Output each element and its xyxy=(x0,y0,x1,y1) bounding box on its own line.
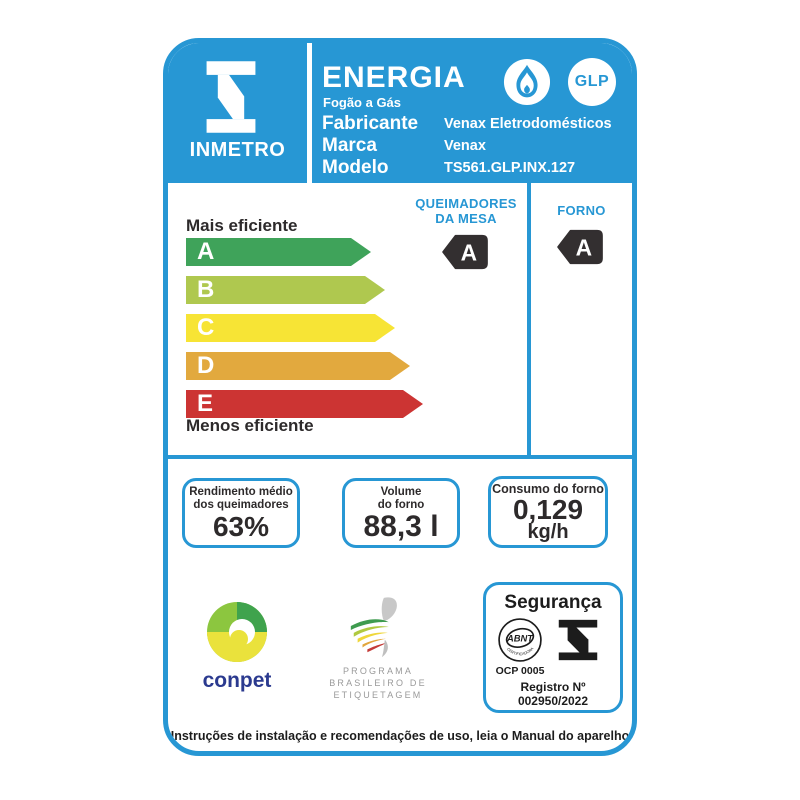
field-value-modelo: TS561.GLP.INX.127 xyxy=(444,160,576,176)
stat-label: do forno xyxy=(377,499,425,511)
burners-column-title: QUEIMADORES DA MESA xyxy=(401,196,531,226)
grade-letter: B xyxy=(197,276,215,303)
stat-burners-efficiency: Rendimento médio dos queimadores 63% xyxy=(182,478,300,548)
efficiency-section: Mais eficiente A B C D E Menos eficiente… xyxy=(168,183,632,455)
grade-arrow-e: E xyxy=(186,390,423,418)
label-subtitle: Fogão a Gás xyxy=(323,95,402,110)
header-main: ENERGIA Fogão a Gás GLP Fabricante Venax… xyxy=(312,43,632,183)
burners-title-line1: QUEIMADORES xyxy=(415,196,517,211)
field-row: Marca Venax xyxy=(322,135,627,157)
section-divider xyxy=(168,455,632,459)
stat-label: Rendimento médio xyxy=(189,486,293,498)
field-label-fabricante: Fabricante xyxy=(322,113,419,134)
conpet-logo-icon xyxy=(207,602,267,662)
stat-label: Consumo do forno xyxy=(492,482,604,496)
inmetro-block: INMETRO xyxy=(168,43,307,183)
field-label-marca: Marca xyxy=(322,135,377,156)
field-row: Modelo TS561.GLP.INX.127 xyxy=(322,157,627,179)
abnt-seal-icon: ABNT CERTIFICADORA xyxy=(498,618,542,662)
stat-oven-volume: Volume do forno 88,3 l xyxy=(342,478,460,548)
label-header: INMETRO ENERGIA Fogão a Gás GLP Fabrican… xyxy=(168,43,632,183)
oven-column-title: FORNO xyxy=(535,203,628,218)
grade-letter: D xyxy=(197,352,215,379)
safety-title: Segurança xyxy=(504,592,602,613)
field-value-fabricante: Venax Eletrodomésticos xyxy=(444,116,612,132)
energy-efficiency-label: INMETRO ENERGIA Fogão a Gás GLP Fabrican… xyxy=(163,38,637,756)
safety-box: Segurança ABNT CERTIFICADORA OCP 0005 Re… xyxy=(483,582,623,713)
burners-grade-letter: A xyxy=(461,240,477,266)
stat-value: 63% xyxy=(212,511,270,542)
field-value-marca: Venax xyxy=(444,138,486,154)
more-efficient-label: Mais eficiente xyxy=(186,216,298,235)
less-efficient-label: Menos eficiente xyxy=(186,416,314,435)
oven-grade-badge: A xyxy=(557,229,603,265)
inmetro-wordmark: INMETRO xyxy=(189,139,286,161)
gas-type-label: GLP xyxy=(574,73,610,90)
inmetro-logo-icon xyxy=(206,61,256,133)
grade-arrow-d: D xyxy=(186,352,410,380)
grade-letter: C xyxy=(197,314,215,341)
grade-letter: A xyxy=(197,238,215,265)
ocp-number: OCP 0005 xyxy=(495,665,545,677)
stat-oven-consumption: Consumo do forno 0,129 kg/h xyxy=(488,476,608,548)
registro-label: Registro Nº xyxy=(520,680,586,694)
oven-grade-letter: A xyxy=(576,235,592,261)
burners-grade-badge: A xyxy=(442,234,488,270)
stat-label: dos queimadores xyxy=(193,499,289,511)
conpet-wordmark: conpet xyxy=(202,669,272,692)
product-fields: Fabricante Venax Eletrodomésticos Marca … xyxy=(322,113,627,179)
stat-value: 0,129 xyxy=(512,494,584,525)
grade-arrow-b: B xyxy=(186,276,385,304)
gas-flame-icon xyxy=(503,58,551,106)
grade-letter: E xyxy=(197,390,214,417)
gas-type-badge: GLP xyxy=(568,58,616,106)
pbe-wordmark: PROGRAMA BRASILEIRO DE ETIQUETAGEM xyxy=(308,665,448,701)
pbe-line: BRASILEIRO DE xyxy=(329,678,427,688)
grade-arrow-c: C xyxy=(186,314,395,342)
abnt-text: ABNT xyxy=(506,633,534,644)
stat-unit: kg/h xyxy=(527,521,569,543)
oven-title: FORNO xyxy=(557,203,606,218)
field-row: Fabricante Venax Eletrodomésticos xyxy=(322,113,627,135)
stat-value: 88,3 l xyxy=(363,510,439,543)
pbe-line: PROGRAMA xyxy=(342,666,414,676)
column-divider xyxy=(527,183,531,455)
field-label-modelo: Modelo xyxy=(322,157,389,178)
pbe-logo-icon xyxy=(350,597,397,658)
header-divider xyxy=(307,43,312,183)
burners-title-line2: DA MESA xyxy=(435,211,497,226)
inmetro-safety-logo-icon xyxy=(558,619,598,661)
instructions-note: Instruções de instalação e recomendações… xyxy=(170,729,630,743)
label-title: ENERGIA xyxy=(322,61,466,94)
registro-number: 002950/2022 xyxy=(517,694,589,708)
stat-label: Volume xyxy=(380,486,422,498)
pbe-line: ETIQUETAGEM xyxy=(333,690,423,700)
grade-arrow-a: A xyxy=(186,238,371,266)
